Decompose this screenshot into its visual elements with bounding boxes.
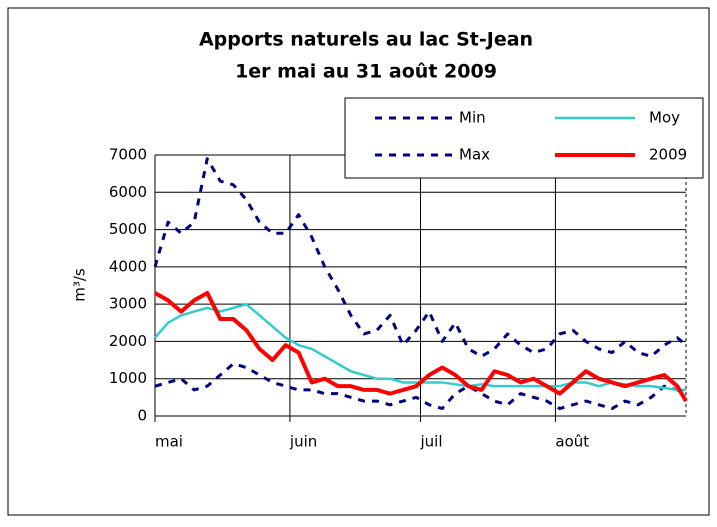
y-tick-label: 2000 bbox=[109, 332, 147, 350]
x-tick-label: juin bbox=[289, 433, 317, 451]
x-tick-label: août bbox=[555, 433, 589, 451]
y-axis-label: m³/s bbox=[71, 268, 89, 302]
chart-frame bbox=[7, 7, 710, 516]
y-tick-label: 7000 bbox=[109, 146, 147, 164]
x-tick-label: mai bbox=[155, 433, 183, 451]
x-tick-label: juil bbox=[420, 433, 443, 451]
legend-label: 2009 bbox=[649, 146, 687, 164]
y-tick-label: 0 bbox=[137, 407, 147, 425]
legend-label: Min bbox=[459, 109, 486, 127]
series-line bbox=[153, 157, 687, 358]
legend-box bbox=[344, 97, 704, 179]
y-tick-label: 4000 bbox=[109, 257, 147, 275]
legend-label: Max bbox=[459, 146, 490, 164]
chart-subtitle: 1er mai au 31 août 2009 bbox=[235, 61, 497, 83]
legend-label: Moy bbox=[649, 109, 680, 127]
y-tick-label: 5000 bbox=[109, 220, 147, 238]
y-tick-label: 6000 bbox=[109, 183, 147, 201]
y-tick-label: 3000 bbox=[109, 295, 147, 313]
series-line bbox=[154, 290, 688, 403]
series-line bbox=[154, 362, 687, 411]
y-tick-label: 1000 bbox=[109, 369, 147, 387]
chart-title: Apports naturels au lac St-Jean bbox=[199, 29, 533, 51]
